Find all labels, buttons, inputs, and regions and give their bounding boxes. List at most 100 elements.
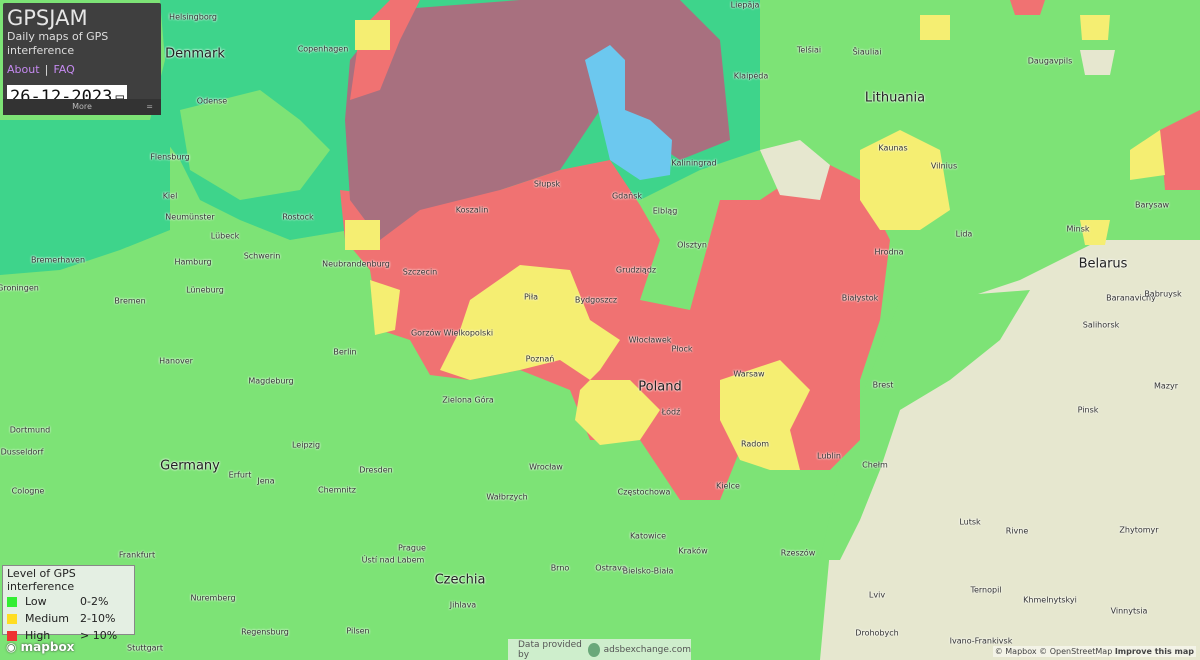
city-label: Chełm [862,460,888,470]
link-separator: | [44,63,49,76]
legend-swatch-medium [7,613,17,624]
city-label: Gorzów Wielkopolski [410,328,494,338]
city-label: Kaliningrad [671,158,717,168]
hex-green-east [820,290,1030,560]
about-link[interactable]: About [7,63,40,76]
city-label: Bremerhaven [30,255,86,265]
city-label: Hamburg [174,257,212,267]
legend-label: Low [25,595,47,608]
city-label: Poznań [525,354,555,364]
city-label: Rzeszów [780,548,816,558]
city-label: Cologne [11,486,45,496]
city-label: Ostrava [595,563,627,573]
city-label: Lublin [817,451,841,461]
city-label: Telšiai [796,45,822,55]
city-label: Klaipėda [733,71,769,81]
city-label: Odense [196,96,228,106]
city-label: Wrocław [529,462,563,472]
city-label: Ternopil [970,585,1002,595]
country-label: Lithuania [864,90,926,106]
city-label: Jena [257,476,275,486]
city-label: Prague [398,543,426,553]
legend-swatch-low [7,596,17,607]
city-label: Bydgoszcz [574,295,618,305]
city-label: Vinnytsia [1110,606,1148,616]
legend-range: 0-2% [80,595,109,608]
city-label: Helsingborg [169,12,217,22]
city-label: Leipzig [291,440,321,450]
city-label: Kiel [162,191,178,201]
city-label: Włocławek [628,335,672,345]
city-label: Zhytomyr [1119,525,1159,535]
legend-item-low: Low 0-2% [7,593,130,610]
high-zone-sea [345,0,730,240]
city-label: Hanover [159,356,193,366]
expand-icon: = [146,102,153,111]
more-button[interactable]: More = [3,99,161,115]
city-label: Groningen [0,283,39,293]
city-label: Elbląg [652,206,678,216]
city-label: Dusseldorf [0,447,44,457]
city-label: Frankfurt [118,550,156,560]
city-label: Daugavpils [1027,56,1073,66]
city-label: Salihorsk [1082,320,1120,330]
mapbox-logo-text: mapbox [20,640,75,654]
app-title: GPSJAM [7,6,88,30]
city-label: Katowice [629,531,667,541]
legend-item-high: High > 10% [7,627,130,644]
legend-label: Medium [25,612,69,625]
data-credit-prefix: Data provided by [518,639,582,660]
legend-range: 2-10% [80,612,116,625]
mapbox-logo[interactable]: ◉ mapbox [6,640,75,654]
city-label: Zielona Góra [442,395,494,405]
city-label: Mazyr [1153,381,1179,391]
city-label: Šiauliai [852,47,882,57]
medium-zone [345,15,1165,470]
city-label: Białystok [841,293,879,303]
city-label: Liepāja [730,0,760,10]
city-label: Jihlava [449,600,477,610]
city-label: Rostock [282,212,314,222]
country-label: Germany [160,458,220,474]
city-label: Łódź [661,407,681,417]
data-source-link[interactable]: adsbexchange.com [603,644,691,655]
app-subtitle: Daily maps of GPS interference [7,30,109,57]
city-label: Kielce [716,481,740,491]
light-zone [760,50,1115,200]
city-label: Warsaw [733,369,765,379]
city-label: Baranavichy [1106,293,1156,303]
city-label: Bielsko-Biała [622,566,674,576]
city-label: Kraków [678,546,708,556]
city-label: Rivne [1005,526,1029,536]
city-label: Khmelnytskyi [1023,595,1077,605]
city-label: Piła [523,292,539,302]
improve-map-link[interactable]: Improve this map [1114,647,1194,656]
city-label: Lida [955,229,973,239]
city-label: Bremen [114,296,146,306]
city-label: Wałbrzych [486,492,528,502]
city-label: Pilsen [346,626,370,636]
calendar-icon[interactable]: ▭ [115,89,124,105]
header-panel: GPSJAM Daily maps of GPS interference Ab… [3,3,161,115]
data-credit[interactable]: Data provided by adsbexchange.com [508,639,691,660]
legend-label: High [25,629,51,642]
city-label: Koszalin [455,205,489,215]
legend-item-medium: Medium 2-10% [7,610,130,627]
attribution-text[interactable]: © Mapbox © OpenStreetMap [994,647,1113,656]
land-denmark [180,90,330,200]
city-label: Drohobych [855,628,899,638]
city-label: Kaunas [878,143,908,153]
city-label: Ústí nad Labem [361,555,425,565]
city-label: Stuttgart [127,643,163,653]
city-label: Lviv [868,590,886,600]
city-label: Słupsk [533,179,561,189]
city-label: Berlin [333,347,357,357]
faq-link[interactable]: FAQ [53,63,75,76]
city-label: Neumünster [165,212,215,222]
city-label: Dortmund [9,425,51,435]
city-label: Grudziądz [615,265,657,275]
city-label: Radom [740,439,770,449]
city-label: Gdańsk [611,191,643,201]
legend-range: > 10% [80,629,118,642]
